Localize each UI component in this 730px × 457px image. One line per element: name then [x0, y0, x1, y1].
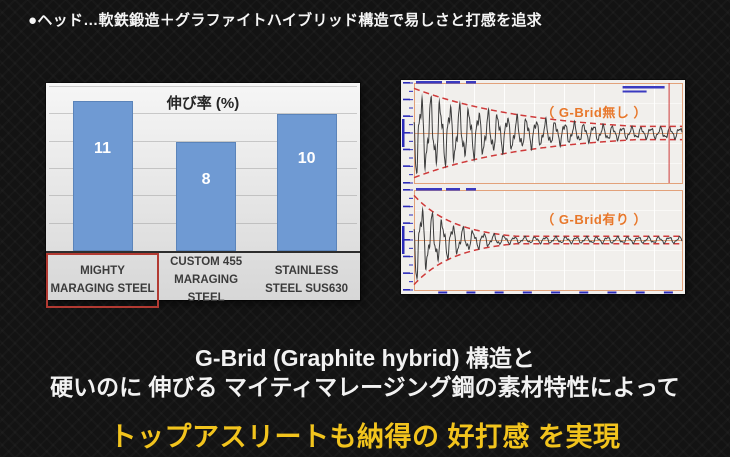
footer-copy: G-Brid (Graphite hybrid) 構造と 硬いのに 伸びる マイ…	[0, 344, 730, 454]
bars-row: 11 8 10	[46, 83, 360, 251]
bar-chart-title: 伸び率 (%)	[166, 95, 240, 112]
footer-highlight-line: トップアスリートも納得の 好打感 を実現	[109, 421, 621, 452]
vibration-plots-panel: （ G-Brid無し ） （ G-Brid有り ）	[401, 80, 685, 294]
category-labels-row: MIGHTY MARAGING STEEL CUSTOM 455 MARAGING…	[46, 253, 360, 304]
bar-value-label: 11	[94, 140, 111, 158]
header-bullet-text: ●ヘッド…軟鉄鍛造＋グラファイトハイブリッド構造で易しさと打感を追求	[28, 12, 542, 29]
footer-line-1: G-Brid (Graphite hybrid) 構造と	[195, 345, 535, 371]
gridline	[49, 113, 357, 115]
footer-line-2: 硬いのに 伸びる マイティマレージング鋼の素材特性によって	[50, 373, 680, 400]
bar-value-label: 8	[201, 170, 211, 188]
category-label: STAINLESS STEEL SUS630	[265, 264, 349, 295]
gridline	[49, 86, 357, 88]
bar: 11	[72, 101, 133, 251]
plot-label-with-gbrid: （ G-Brid有り ）	[541, 212, 647, 227]
category-label: CUSTOM 455 MARAGING STEEL	[170, 256, 243, 304]
gridline	[49, 140, 357, 142]
elongation-bar-chart-panel: 伸び率 (%) 11 8 10 MIGHTY MARAGING STEEL CUSTO…	[46, 83, 360, 304]
vibration-waveform-canvas-with-gbrid	[401, 187, 685, 294]
vibration-waveform-canvas-no-gbrid	[401, 80, 685, 187]
bar: 10	[276, 114, 337, 251]
vibration-plot-with-gbrid: （ G-Brid有り ）	[401, 187, 685, 294]
plot-label-no-gbrid: （ G-Brid無し ）	[541, 105, 647, 120]
bar-value-label: 10	[297, 150, 316, 168]
category-axis-line	[46, 251, 360, 253]
category-label: MIGHTY MARAGING STEEL	[46, 253, 159, 308]
vibration-plot-without-gbrid: （ G-Brid無し ）	[401, 80, 685, 187]
bar: 8	[176, 142, 237, 251]
